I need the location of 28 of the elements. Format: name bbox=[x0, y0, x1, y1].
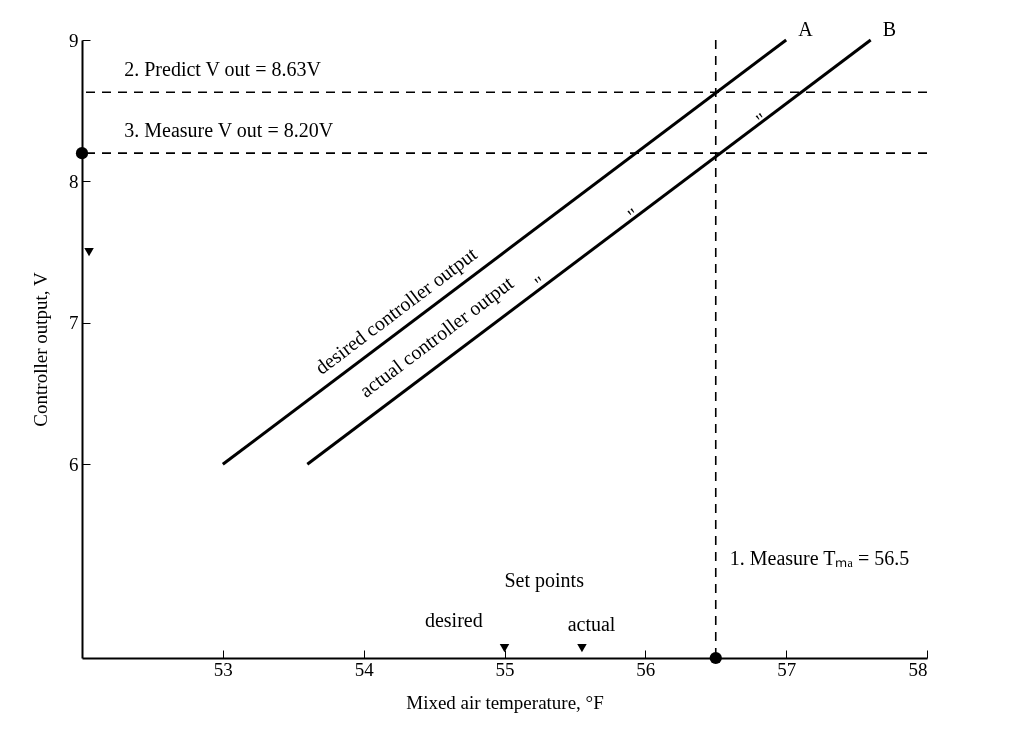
annotation: Set points bbox=[504, 569, 585, 593]
point bbox=[709, 651, 722, 665]
y-axis-title: Controller output, V bbox=[30, 272, 51, 427]
y-tick-label: 6 bbox=[69, 453, 79, 475]
series-label: B bbox=[882, 18, 897, 40]
x-tick-label: 58 bbox=[908, 658, 928, 680]
x-tick-label: 57 bbox=[777, 658, 797, 680]
point bbox=[84, 248, 94, 257]
ref-line-label: 3. Measure V out = 8.20V bbox=[124, 119, 334, 142]
annotation: desired bbox=[424, 608, 483, 631]
point bbox=[75, 147, 89, 160]
x-tick-label: 55 bbox=[495, 658, 515, 680]
point bbox=[577, 643, 587, 653]
point bbox=[499, 643, 510, 653]
x-axis-title: Mixed air temperature, °F bbox=[406, 691, 604, 713]
annotation: " bbox=[623, 203, 644, 226]
ref-line-label: 1. Measure Tₘₐ = 56.5 bbox=[729, 547, 910, 570]
series-label: A bbox=[798, 18, 814, 40]
x-tick-label: 53 bbox=[213, 658, 233, 680]
y-tick-label: 7 bbox=[69, 312, 79, 334]
annotation: " bbox=[530, 271, 551, 294]
y-tick-label: 9 bbox=[69, 29, 79, 51]
ref-line-label: 2. Predict V out = 8.63V bbox=[124, 58, 322, 81]
y-tick-label: 8 bbox=[69, 170, 79, 192]
x-tick-label: 54 bbox=[354, 658, 375, 680]
annotation: " bbox=[751, 108, 772, 131]
x-tick-label: 56 bbox=[636, 658, 656, 680]
annotation: actual bbox=[567, 613, 616, 636]
